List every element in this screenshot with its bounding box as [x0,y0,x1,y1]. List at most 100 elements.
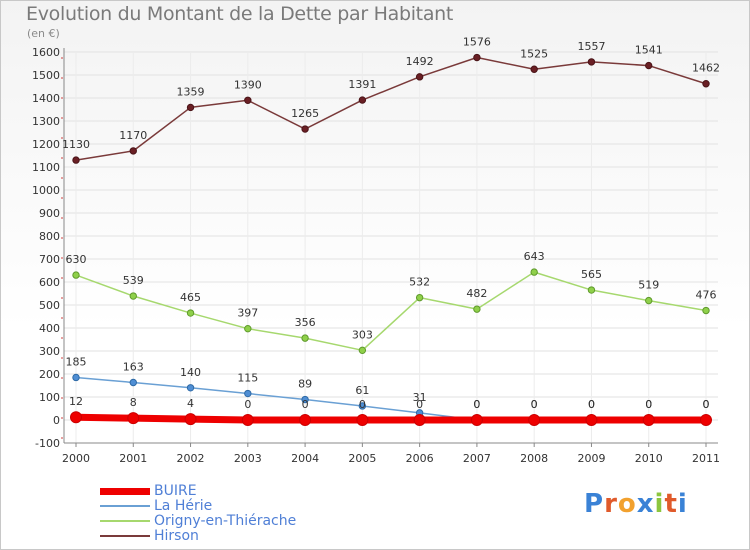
data-point [70,411,82,424]
data-label: 1170 [119,129,147,142]
y-tick-label: 800 [39,230,60,243]
y-tick-label: 400 [39,322,60,335]
data-label: 532 [409,276,430,289]
data-point [528,414,541,426]
data-label: 8 [130,396,137,409]
y-tick-label: 1600 [32,46,60,59]
data-point [585,414,598,426]
data-point [358,96,367,104]
logo-letter: r [604,489,618,519]
data-label: 303 [352,328,373,341]
logo-letter: x [636,489,655,519]
data-label: 0 [244,398,251,411]
data-label: 0 [531,398,538,411]
data-label: 1462 [692,62,720,75]
data-point [186,384,195,392]
x-tick-label: 2004 [291,452,319,465]
y-tick-label: 900 [39,207,60,220]
data-point [301,395,309,404]
data-point [470,414,483,426]
y-tick-label: 100 [39,391,60,404]
data-point [358,346,367,355]
x-tick-label: 2009 [577,452,605,465]
data-point [301,334,309,342]
data-label: 1391 [348,78,376,91]
y-tick-label: -100 [35,437,60,450]
data-label: 163 [123,361,144,374]
data-point [587,58,596,66]
data-point [244,389,252,398]
data-point [299,414,312,426]
data-point [184,413,197,426]
data-point [415,73,424,81]
data-point [72,156,80,164]
data-point [356,414,369,426]
x-tick-label: 2010 [635,452,663,465]
x-tick-label: 2011 [692,452,720,465]
data-label: 0 [703,398,710,411]
series-line-1 [75,376,707,421]
data-label: 397 [237,307,258,320]
data-point [127,412,140,425]
y-tick-label: 700 [39,253,60,266]
chart-unit-label: (en €) [27,27,60,40]
x-tick-label: 2005 [348,452,376,465]
data-point [530,65,538,73]
data-label: 1492 [406,55,434,68]
data-label: 185 [66,355,87,368]
data-point [241,414,254,426]
data-label: 0 [645,398,652,411]
data-point [129,147,137,155]
data-point [587,286,596,294]
data-label: 1359 [177,85,205,98]
x-tick-label: 2006 [406,452,434,465]
data-label: 115 [237,372,258,385]
y-tick-label: 300 [39,345,60,358]
logo-letter: o [617,489,637,519]
legend-label: Origny-en-Thiérache [154,513,297,529]
y-tick-label: 200 [39,368,60,381]
y-tick-label: 1400 [32,92,60,105]
data-label: 0 [473,398,480,411]
proxiti-logo: Proxiti [584,489,688,519]
data-label: 482 [466,287,487,300]
data-point [186,309,195,317]
data-point [301,125,309,133]
data-point [415,293,424,302]
data-label: 1390 [234,78,262,91]
data-point [642,414,655,426]
data-label: 0 [416,398,423,411]
data-label: 0 [588,398,595,411]
data-point [186,103,195,112]
data-label: 89 [298,378,312,391]
data-label: 0 [473,398,480,411]
chart-title: Evolution du Montant de la Dette par Hab… [26,3,454,25]
data-point [702,306,710,315]
data-point [129,378,137,387]
data-label: 539 [123,274,144,287]
data-label: 0 [703,398,710,411]
y-tick-label: 1200 [32,138,60,151]
data-point [244,324,252,333]
series-line-2 [75,271,707,352]
data-label: 519 [638,279,659,292]
legend-swatch [100,487,150,495]
data-point [702,80,710,88]
y-tick-label: 500 [39,299,60,312]
series-line-0 [72,413,710,424]
data-label: 61 [355,384,369,397]
y-tick-label: 600 [39,276,60,289]
legend-label: BUIRE [154,483,197,499]
y-tick-label: 1500 [32,69,60,82]
data-label: 0 [359,398,366,411]
data-label: 565 [581,268,602,281]
y-tick-label: 1100 [32,161,60,174]
data-label: 1525 [520,47,548,60]
x-tick-label: 2007 [463,452,491,465]
series-lines [70,53,712,426]
y-tick-label: 0 [53,414,60,427]
x-tick-label: 2003 [234,452,262,465]
x-tick-label: 2000 [62,452,90,465]
data-label: 31 [413,391,427,404]
